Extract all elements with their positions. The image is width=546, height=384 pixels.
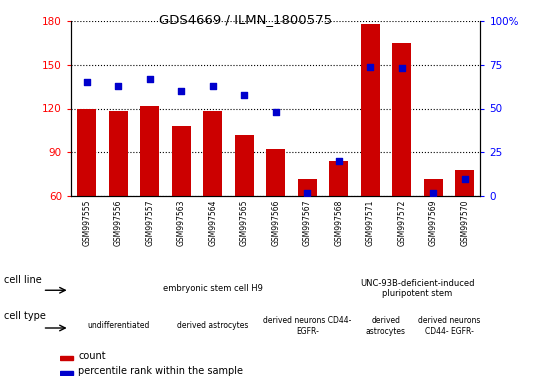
Point xyxy=(429,189,437,195)
Point xyxy=(303,189,312,195)
Bar xyxy=(60,371,73,374)
Point xyxy=(209,83,217,89)
Text: GSM997565: GSM997565 xyxy=(240,200,249,246)
Text: GSM997572: GSM997572 xyxy=(397,200,406,246)
Bar xyxy=(109,111,128,196)
Text: GSM997571: GSM997571 xyxy=(366,200,375,246)
Bar xyxy=(424,179,443,196)
Bar xyxy=(140,106,159,196)
Bar xyxy=(172,126,191,196)
Point xyxy=(334,158,343,164)
Text: GSM997567: GSM997567 xyxy=(302,200,312,246)
Bar xyxy=(235,135,254,196)
Bar xyxy=(60,356,73,359)
Text: percentile rank within the sample: percentile rank within the sample xyxy=(78,366,243,376)
Point xyxy=(114,83,123,89)
Text: cell line: cell line xyxy=(4,275,41,285)
Text: GSM997569: GSM997569 xyxy=(429,200,438,246)
Text: GSM997557: GSM997557 xyxy=(145,200,154,246)
Text: derived
astrocytes: derived astrocytes xyxy=(366,316,406,336)
Bar xyxy=(455,170,474,196)
Text: UNC-93B-deficient-induced
pluripotent stem: UNC-93B-deficient-induced pluripotent st… xyxy=(360,279,474,298)
Text: GSM997556: GSM997556 xyxy=(114,200,123,246)
Bar xyxy=(266,149,285,196)
Point xyxy=(397,65,406,71)
Text: GSM997564: GSM997564 xyxy=(208,200,217,246)
Text: GDS4669 / ILMN_1800575: GDS4669 / ILMN_1800575 xyxy=(159,13,333,26)
Bar xyxy=(392,43,411,196)
Text: GSM997555: GSM997555 xyxy=(82,200,91,246)
Text: embryonic stem cell H9: embryonic stem cell H9 xyxy=(163,284,263,293)
Bar xyxy=(329,161,348,196)
Bar xyxy=(298,179,317,196)
Text: derived neurons
CD44- EGFR-: derived neurons CD44- EGFR- xyxy=(418,316,480,336)
Text: GSM997568: GSM997568 xyxy=(334,200,343,246)
Bar xyxy=(78,109,96,196)
Point xyxy=(145,76,154,82)
Bar xyxy=(203,111,222,196)
Point xyxy=(82,79,91,85)
Point xyxy=(271,109,280,115)
Point xyxy=(240,91,248,98)
Text: GSM997570: GSM997570 xyxy=(460,200,469,246)
Text: GSM997563: GSM997563 xyxy=(177,200,186,246)
Text: undifferentiated: undifferentiated xyxy=(87,321,150,331)
Point xyxy=(366,63,375,70)
Bar xyxy=(361,24,379,196)
Text: cell type: cell type xyxy=(4,311,45,321)
Text: derived neurons CD44-
EGFR-: derived neurons CD44- EGFR- xyxy=(263,316,352,336)
Text: GSM997566: GSM997566 xyxy=(271,200,280,246)
Point xyxy=(177,88,186,94)
Text: count: count xyxy=(78,351,106,361)
Point xyxy=(460,175,469,182)
Text: derived astrocytes: derived astrocytes xyxy=(177,321,248,331)
